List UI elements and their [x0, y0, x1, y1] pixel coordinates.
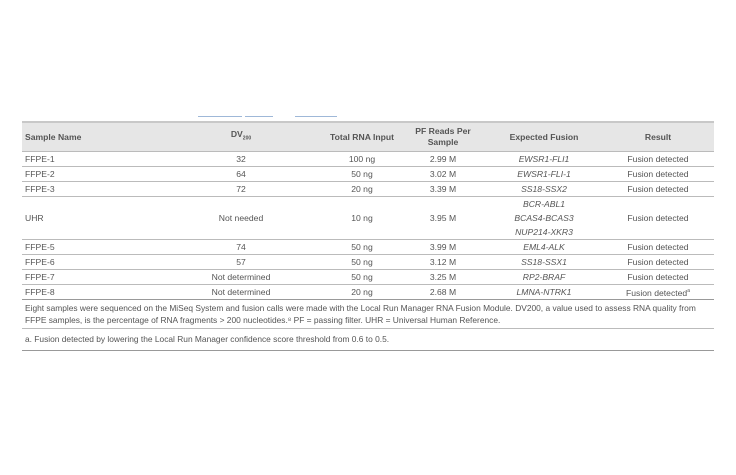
table-row: FFPE-8 Not determined 20 ng 2.68 M LMNA-NTRK…: [22, 284, 714, 300]
cell-result: Fusion detected: [602, 239, 714, 255]
cell-dv: 57: [158, 254, 324, 270]
cell-dv: 74: [158, 239, 324, 255]
cell-sample: FFPE-2: [22, 166, 158, 182]
cell-result: Fusion detected: [602, 151, 714, 167]
cell-fusion: SS18-SSX1: [486, 254, 602, 270]
cell-result: Fusion detected: [602, 181, 714, 197]
cell-dv: 72: [158, 181, 324, 197]
cell-rna: 50 ng: [324, 254, 400, 270]
fusion-name: BCAS4-BCAS3: [514, 213, 574, 223]
cell-sample: FFPE-7: [22, 269, 158, 285]
fusion-name: EWSR1-FLI-1: [517, 168, 571, 179]
table-row: FFPE-6 57 50 ng 3.12 M SS18-SSX1 Fusion detec…: [22, 254, 714, 270]
header-dv: DV200: [230, 129, 252, 142]
table-row: FFPE-2 64 50 ng 3.02 M EWSR1-FLI-1 Fusion det…: [22, 166, 714, 182]
cell-sample: UHR: [22, 196, 158, 240]
fusion-name: SS18-SSX2: [521, 183, 567, 194]
cell-rna: 20 ng: [324, 181, 400, 197]
cell-sample: FFPE-6: [22, 254, 158, 270]
cell-sample: FFPE-8: [22, 284, 158, 300]
header-rna: Total RNA Input: [330, 131, 394, 142]
header-sample: Sample Name: [25, 131, 82, 142]
fusion-name: BCR-ABL1: [522, 199, 566, 209]
decorative-line: [295, 116, 337, 117]
table-caption: Eight samples were sequenced on the MiSe…: [22, 299, 714, 329]
decorative-line: [198, 116, 242, 117]
cell-result: Fusion detected: [602, 254, 714, 270]
cell-pf: 2.68 M: [400, 284, 486, 300]
cell-rna: 50 ng: [324, 269, 400, 285]
header-pf: PF Reads Per Sample: [415, 126, 471, 147]
cell-rna: 100 ng: [324, 151, 400, 167]
cell-sample: FFPE-5: [22, 239, 158, 255]
cell-pf: 2.99 M: [400, 151, 486, 167]
fusion-name: EML4-ALK: [523, 241, 565, 252]
cell-rna: 50 ng: [324, 239, 400, 255]
cell-fusion: BCR-ABL1 BCAS4-BCAS3 NUP214-XKR3: [486, 196, 602, 240]
cell-result: Fusion detected: [602, 166, 714, 182]
table-row: UHR Not needed 10 ng 3.95 M BCR-ABL1 BCAS4-BC…: [22, 196, 714, 240]
header-fusion: Expected Fusion: [509, 131, 579, 142]
fusion-name: SS18-SSX1: [521, 256, 567, 267]
cell-result: Fusion detected: [602, 269, 714, 285]
cell-rna: 10 ng: [324, 196, 400, 240]
fusion-name: RP2-BRAF: [522, 271, 566, 282]
table-row: FFPE-1 32 100 ng 2.99 M EWSR1-FLI1 Fusion det…: [22, 151, 714, 167]
table-row: FFPE-7 Not determined 50 ng 3.25 M RP2-BRAF F…: [22, 269, 714, 285]
cell-result: Fusion detecteda: [602, 284, 714, 300]
cell-pf: 3.39 M: [400, 181, 486, 197]
decorative-line: [245, 116, 273, 117]
cell-pf: 3.12 M: [400, 254, 486, 270]
cell-dv: Not needed: [158, 196, 324, 240]
footnote-marker: a: [687, 287, 690, 294]
cell-fusion: LMNA-NTRK1: [486, 284, 602, 300]
header-result: Result: [644, 131, 672, 142]
cell-result: Fusion detected: [602, 196, 714, 240]
header-row: Sample Name DV200 Total RNA Input PF Rea…: [22, 122, 714, 152]
cell-sample: FFPE-1: [22, 151, 158, 167]
cell-fusion: RP2-BRAF: [486, 269, 602, 285]
table-footnote: a. Fusion detected by lowering the Local…: [22, 328, 714, 351]
fusion-name: NUP214-XKR3: [515, 227, 573, 237]
cell-dv: 64: [158, 166, 324, 182]
cell-rna: 50 ng: [324, 166, 400, 182]
table-row: FFPE-3 72 20 ng 3.39 M SS18-SSX2 Fusion detec…: [22, 181, 714, 197]
results-table: Sample Name DV200 Total RNA Input PF Rea…: [22, 121, 714, 351]
cell-fusion: SS18-SSX2: [486, 181, 602, 197]
cell-fusion: EWSR1-FLI1: [486, 151, 602, 167]
cell-pf: 3.95 M: [400, 196, 486, 240]
cell-pf: 3.25 M: [400, 269, 486, 285]
fusion-name: EWSR1-FLI1: [518, 153, 570, 164]
cell-sample: FFPE-3: [22, 181, 158, 197]
cell-rna: 20 ng: [324, 284, 400, 300]
cell-fusion: EML4-ALK: [486, 239, 602, 255]
fusion-name: LMNA-NTRK1: [516, 286, 572, 297]
cell-dv: Not determined: [158, 284, 324, 300]
cell-dv: 32: [158, 151, 324, 167]
cell-fusion: EWSR1-FLI-1: [486, 166, 602, 182]
cell-pf: 3.99 M: [400, 239, 486, 255]
cell-dv: Not determined: [158, 269, 324, 285]
table-row: FFPE-5 74 50 ng 3.99 M EML4-ALK Fusion detect…: [22, 239, 714, 255]
cell-pf: 3.02 M: [400, 166, 486, 182]
